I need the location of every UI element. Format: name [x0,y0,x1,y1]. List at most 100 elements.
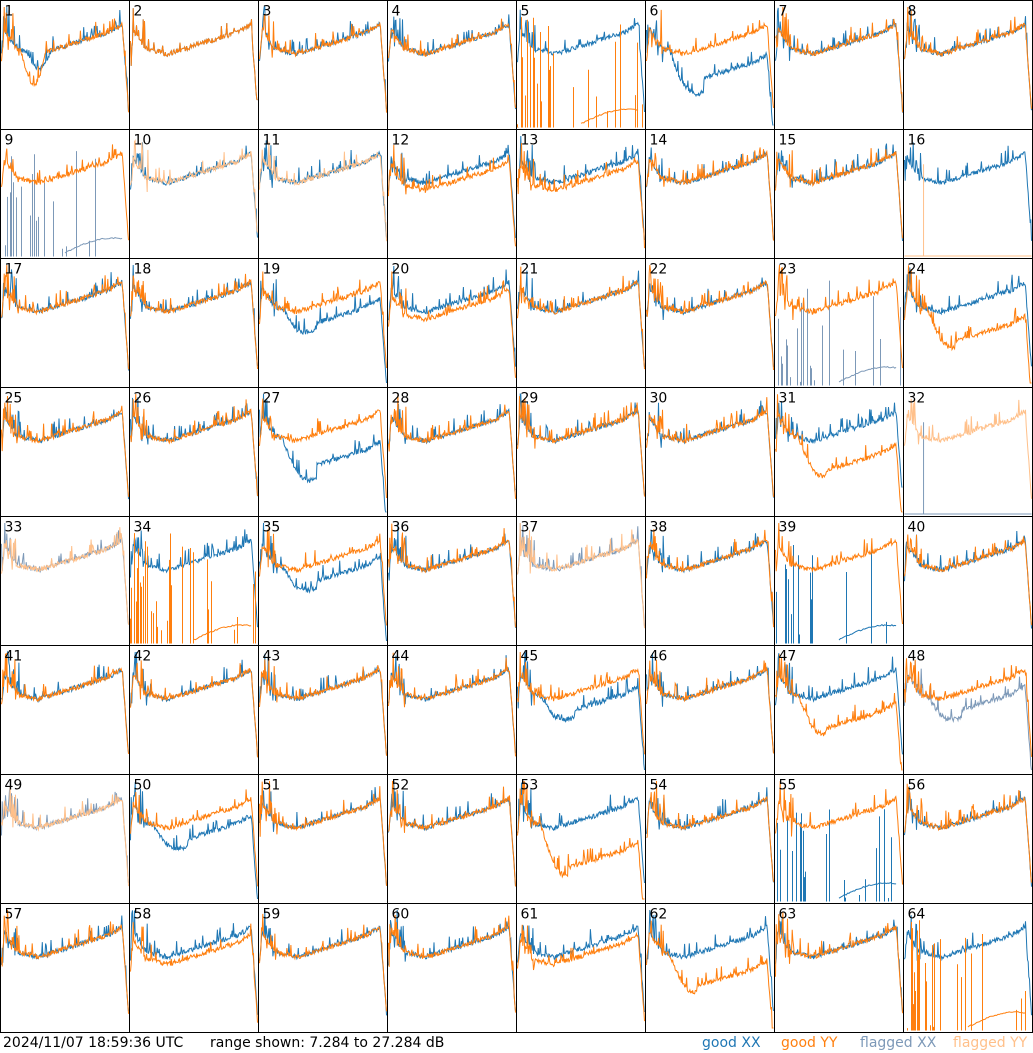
panel-45: 45 [516,645,646,775]
panel-label-35: 35 [263,520,281,536]
panel-7: 7 [774,0,904,130]
panel-label-51: 51 [263,778,281,794]
trace-yy-23 [775,264,903,369]
panel-1: 1 [0,0,130,130]
panel-label-6: 6 [650,4,659,20]
trace-yy-33 [1,527,129,625]
panel-label-26: 26 [134,391,152,407]
panel-40: 40 [903,516,1033,646]
panel-label-61: 61 [521,907,539,923]
panel-label-31: 31 [779,391,797,407]
panel-frame [903,774,1033,904]
panel-58: 58 [129,903,259,1033]
panel-frame [645,0,775,130]
trace-xx-54 [646,787,774,883]
legend-good-xx: good XX [702,1033,761,1053]
panel-frame [516,258,646,388]
panel-frame [258,903,388,1033]
panel-13: 13 [516,129,646,259]
panel-61: 61 [516,903,646,1033]
trace-yy-42 [130,660,258,758]
panel-frame [0,903,130,1033]
legend-good-xx-pol: XX [741,1035,761,1051]
panel-label-27: 27 [263,391,281,407]
trace-yy-28 [388,393,516,499]
panel-label-49: 49 [5,778,23,794]
trace-yy-59 [259,913,387,1012]
panel-frame [774,0,904,130]
trace-xx-32 [904,422,1032,515]
trace-yy-64 [907,920,1026,1031]
trace-xx-39 [776,545,897,644]
panel-39: 39 [774,516,904,646]
trace-xx-27 [259,393,387,513]
panel-frame [0,129,130,259]
panel-label-12: 12 [392,133,410,149]
legend-good-xx-label: good [702,1035,737,1051]
panel-label-55: 55 [779,778,797,794]
panel-label-24: 24 [908,262,926,278]
panel-47: 47 [774,645,904,775]
panel-label-16: 16 [908,133,926,149]
trace-yy-18 [130,273,258,370]
trace-yy-39 [775,522,903,625]
trace-yy-10 [130,138,258,233]
trace-yy-48 [904,658,1032,757]
panel-51: 51 [258,774,388,904]
panel-33: 33 [0,516,130,646]
panel-27: 27 [258,387,388,517]
panel-label-20: 20 [392,262,410,278]
panel-34: 34 [129,516,259,646]
panel-label-52: 52 [392,778,410,794]
panel-57: 57 [0,903,130,1033]
panel-label-56: 56 [908,778,926,794]
panel-30: 30 [645,387,775,517]
legend-flagged-yy: flagged YY [953,1033,1027,1053]
trace-yy-11 [259,141,387,242]
panel-19: 19 [258,258,388,388]
trace-yy-52 [388,780,516,887]
panel-frame [903,387,1033,517]
panel-54: 54 [645,774,775,904]
trace-yy-35 [259,527,387,626]
panel-label-23: 23 [779,262,797,278]
panel-label-22: 22 [650,262,668,278]
trace-yy-58 [130,922,258,1023]
panel-label-37: 37 [521,520,539,536]
panel-frame [129,0,259,130]
trace-yy-63 [775,912,903,1014]
panel-label-13: 13 [521,133,539,149]
trace-yy-45 [517,651,645,755]
panel-frame [903,516,1033,646]
panel-frame [774,258,904,388]
panel-frame [903,903,1033,1033]
panel-42: 42 [129,645,259,775]
trace-yy-6 [646,9,774,108]
panel-frame [774,516,904,646]
panel-label-59: 59 [263,907,281,923]
panel-frame [129,645,259,775]
panel-label-15: 15 [779,133,797,149]
panel-frame [645,258,775,388]
panel-22: 22 [645,258,775,388]
trace-xx-13 [517,135,645,241]
panel-55: 55 [774,774,904,904]
panel-label-4: 4 [392,4,401,20]
trace-yy-22 [646,264,774,371]
trace-yy-50 [130,789,258,887]
panel-16: 16 [903,129,1033,259]
trace-xx-11 [259,140,387,238]
trace-yy-31 [775,394,903,513]
panel-label-2: 2 [134,4,143,20]
trace-xx-4 [388,14,516,110]
legend-good-yy-label: good [781,1035,816,1051]
panel-label-47: 47 [779,649,797,665]
panel-frame [387,645,517,775]
trace-xx-44 [388,655,516,754]
trace-xx-61 [517,924,645,1013]
panel-28: 28 [387,387,517,517]
panel-59: 59 [258,903,388,1033]
trace-yy-15 [775,148,903,239]
trace-yy-19 [259,271,387,369]
